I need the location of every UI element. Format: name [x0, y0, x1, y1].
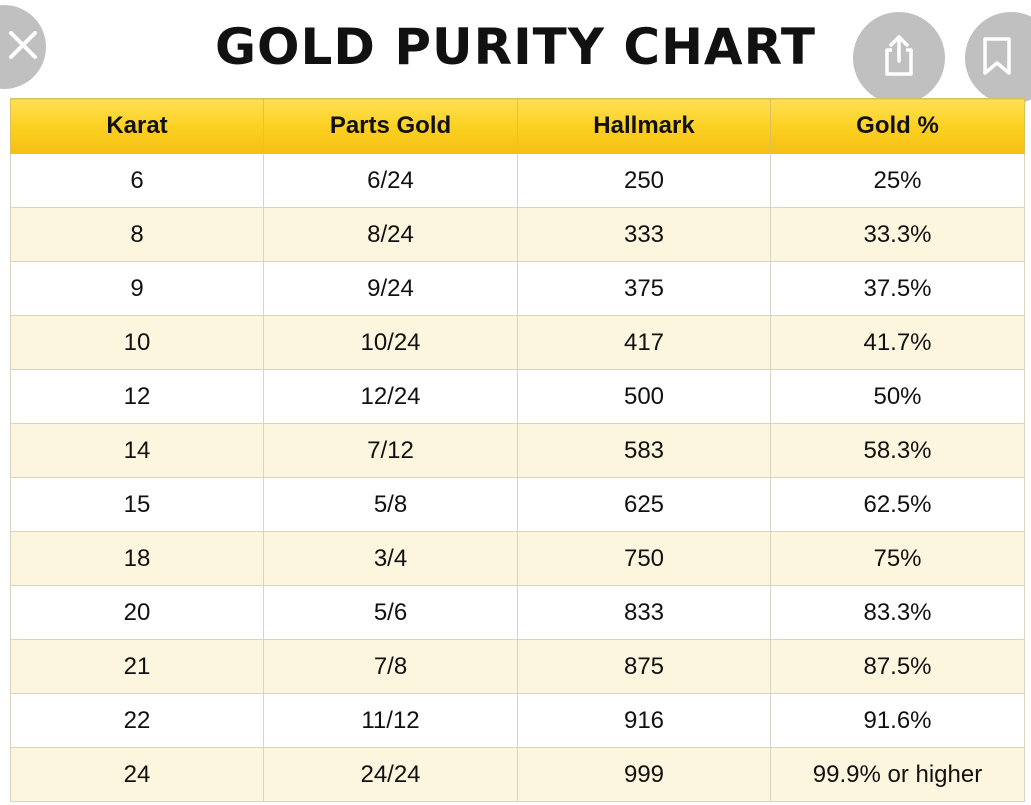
page-title: GOLD PURITY CHART: [215, 18, 816, 76]
cell-gold-percent: 62.5%: [770, 477, 1025, 532]
table-row: 6 6/24 250 25%: [10, 153, 1025, 208]
table-header-row: Karat Parts Gold Hallmark Gold %: [10, 98, 1025, 154]
cell-karat: 20: [10, 585, 264, 640]
cell-parts-gold: 24/24: [263, 747, 518, 802]
cell-gold-percent: 58.3%: [770, 423, 1025, 478]
header-hallmark: Hallmark: [517, 98, 771, 154]
cell-parts-gold: 3/4: [263, 531, 518, 586]
bookmark-button[interactable]: [965, 12, 1031, 104]
cell-karat: 8: [10, 207, 264, 262]
gold-purity-table: Karat Parts Gold Hallmark Gold % 6 6/24 …: [10, 98, 1025, 802]
cell-gold-percent: 41.7%: [770, 315, 1025, 370]
cell-hallmark: 500: [517, 369, 771, 424]
cell-hallmark: 875: [517, 639, 771, 694]
table-row: 12 12/24 500 50%: [10, 369, 1025, 424]
header-gold-percent: Gold %: [770, 98, 1025, 154]
cell-hallmark: 999: [517, 747, 771, 802]
cell-karat: 22: [10, 693, 264, 748]
table-row: 24 24/24 999 99.9% or higher: [10, 747, 1025, 802]
table-row: 10 10/24 417 41.7%: [10, 315, 1025, 370]
cell-gold-percent: 25%: [770, 153, 1025, 208]
cell-hallmark: 625: [517, 477, 771, 532]
cell-gold-percent: 83.3%: [770, 585, 1025, 640]
cell-hallmark: 333: [517, 207, 771, 262]
table-row: 9 9/24 375 37.5%: [10, 261, 1025, 316]
cell-gold-percent: 37.5%: [770, 261, 1025, 316]
cell-parts-gold: 9/24: [263, 261, 518, 316]
table-row: 8 8/24 333 33.3%: [10, 207, 1025, 262]
cell-karat: 15: [10, 477, 264, 532]
cell-gold-percent: 87.5%: [770, 639, 1025, 694]
cell-hallmark: 417: [517, 315, 771, 370]
cell-karat: 10: [10, 315, 264, 370]
cell-parts-gold: 11/12: [263, 693, 518, 748]
cell-karat: 12: [10, 369, 264, 424]
cell-gold-percent: 75%: [770, 531, 1025, 586]
cell-parts-gold: 8/24: [263, 207, 518, 262]
share-button[interactable]: [853, 12, 945, 104]
cell-parts-gold: 5/6: [263, 585, 518, 640]
table-row: 14 7/12 583 58.3%: [10, 423, 1025, 478]
header-karat: Karat: [10, 98, 264, 154]
cell-karat: 9: [10, 261, 264, 316]
table-row: 18 3/4 750 75%: [10, 531, 1025, 586]
cell-hallmark: 583: [517, 423, 771, 478]
table-row: 21 7/8 875 87.5%: [10, 639, 1025, 694]
cell-hallmark: 375: [517, 261, 771, 316]
cell-hallmark: 250: [517, 153, 771, 208]
share-icon: [879, 34, 919, 83]
table-row: 22 11/12 916 91.6%: [10, 693, 1025, 748]
cell-parts-gold: 7/12: [263, 423, 518, 478]
close-icon: [5, 27, 41, 68]
cell-parts-gold: 10/24: [263, 315, 518, 370]
cell-karat: 24: [10, 747, 264, 802]
cell-hallmark: 833: [517, 585, 771, 640]
cell-karat: 18: [10, 531, 264, 586]
header-parts-gold: Parts Gold: [263, 98, 518, 154]
cell-hallmark: 750: [517, 531, 771, 586]
cell-parts-gold: 6/24: [263, 153, 518, 208]
cell-karat: 14: [10, 423, 264, 478]
table-row: 20 5/6 833 83.3%: [10, 585, 1025, 640]
bookmark-icon: [980, 35, 1014, 82]
cell-gold-percent: 50%: [770, 369, 1025, 424]
cell-parts-gold: 12/24: [263, 369, 518, 424]
cell-gold-percent: 33.3%: [770, 207, 1025, 262]
cell-karat: 21: [10, 639, 264, 694]
cell-gold-percent: 91.6%: [770, 693, 1025, 748]
cell-parts-gold: 7/8: [263, 639, 518, 694]
table-row: 15 5/8 625 62.5%: [10, 477, 1025, 532]
cell-gold-percent: 99.9% or higher: [770, 747, 1025, 802]
cell-karat: 6: [10, 153, 264, 208]
cell-hallmark: 916: [517, 693, 771, 748]
cell-parts-gold: 5/8: [263, 477, 518, 532]
